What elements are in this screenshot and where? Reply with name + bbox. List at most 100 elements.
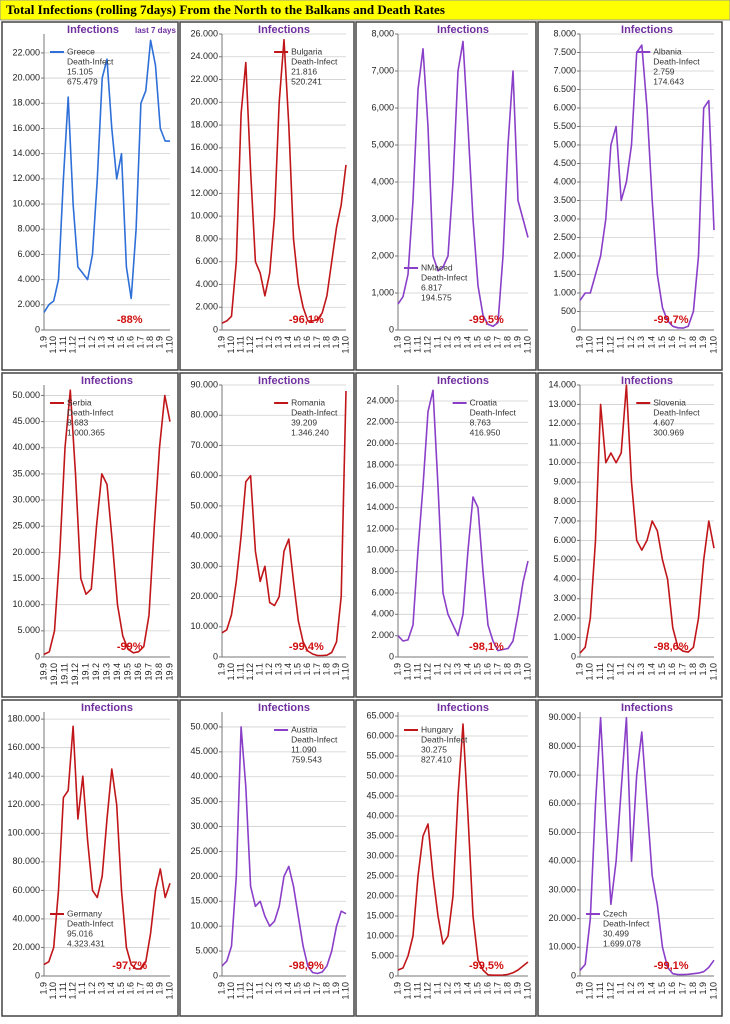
x-tick-label: 19.6	[133, 663, 143, 681]
x-tick-label: 1.5	[657, 982, 667, 995]
x-tick-label: 19.8	[154, 663, 164, 681]
panel	[179, 372, 355, 698]
death-rate: -88%	[117, 314, 143, 326]
x-tick-label: 1.7	[677, 336, 687, 349]
panel	[179, 21, 355, 371]
x-tick-label: 1.10	[708, 982, 718, 1000]
x-tick-label: 1.7	[135, 336, 145, 349]
y-tick-label: 35.000	[366, 830, 394, 840]
y-tick-label: 60.000	[548, 798, 576, 808]
panel	[537, 372, 723, 698]
legend-note: Death-Infect	[470, 407, 517, 417]
y-tick-label: 24.000	[366, 395, 394, 405]
x-tick-label: 1.11	[58, 982, 68, 999]
death-rate: -99,4%	[289, 641, 324, 653]
y-tick-label: 50.000	[190, 721, 218, 731]
legend-label: Slovenia	[653, 397, 686, 407]
y-tick-label: 13.000	[548, 399, 576, 409]
series-line	[43, 725, 171, 970]
y-tick-label: 14.000	[190, 165, 218, 175]
x-tick-label: 1.3	[97, 982, 107, 995]
legend-note: Death-Infect	[67, 56, 114, 66]
x-tick-label: 1.5	[293, 336, 303, 349]
x-tick-label: 1.8	[502, 982, 512, 995]
y-tick-label: 2.000	[553, 250, 576, 260]
x-tick-label: 1.2	[87, 982, 97, 995]
x-tick-label: 1.9	[38, 336, 48, 349]
y-tick-label: 180.000	[7, 714, 40, 724]
x-tick-label: 1.9	[331, 982, 341, 995]
x-tick-label: 1.2	[264, 982, 274, 995]
x-tick-label: 1.9	[331, 663, 341, 676]
series-line	[579, 44, 715, 329]
y-tick-label: 45.000	[190, 746, 218, 756]
x-tick-label: 1.12	[422, 336, 432, 354]
y-tick-label: 11.000	[549, 438, 576, 448]
y-tick-label: 0	[389, 324, 394, 334]
death-rate: -99,5%	[469, 960, 504, 972]
series-line	[397, 40, 529, 328]
x-tick-label: 1.2	[442, 663, 452, 676]
y-tick-label: 8.000	[553, 28, 576, 38]
x-tick-label: 1.4	[647, 982, 657, 995]
chart-title: Infections	[258, 375, 310, 387]
panel	[1, 21, 179, 371]
legend-label: Austria	[291, 724, 318, 734]
x-tick-label: 1.1	[255, 982, 265, 995]
x-tick-label: 1.8	[502, 663, 512, 676]
y-tick-label: 25.000	[190, 846, 218, 856]
chart-title: Infections	[437, 24, 489, 36]
legend-note: 675.479	[67, 76, 98, 86]
x-tick-label: 1.9	[155, 336, 165, 349]
x-tick-label: 1.7	[312, 982, 322, 995]
x-tick-label: 1.8	[321, 982, 331, 995]
legend-note: Death-Infect	[653, 407, 700, 417]
y-tick-label: 10.000	[366, 545, 394, 555]
y-tick-label: 45.000	[366, 790, 394, 800]
x-tick-label: 1.10	[340, 336, 350, 354]
y-tick-label: 0	[35, 970, 40, 980]
x-tick-label: 1.8	[145, 336, 155, 349]
chart-title: Infections	[437, 375, 489, 387]
y-tick-label: 4.000	[553, 176, 576, 186]
y-tick-label: 6.000	[553, 535, 576, 545]
x-tick-label: 1.3	[274, 982, 284, 995]
y-tick-label: 40.000	[366, 810, 394, 820]
y-tick-label: 3.000	[553, 213, 576, 223]
y-tick-label: 25.000	[366, 870, 394, 880]
x-tick-label: 1.9	[574, 663, 584, 676]
legend-note: 4.323.431	[67, 938, 105, 948]
legend-note: 174.643	[653, 76, 684, 86]
legend-note: 1.000.365	[67, 427, 105, 437]
x-tick-label: 1.4	[462, 982, 472, 995]
y-tick-label: 20.000	[190, 97, 218, 107]
y-tick-label: 40.000	[548, 856, 576, 866]
y-tick-label: 8.000	[371, 566, 394, 576]
x-tick-label: 19.10	[49, 663, 59, 686]
x-tick-label: 1.9	[698, 336, 708, 349]
x-tick-label: 1.3	[636, 336, 646, 349]
x-tick-label: 1.10	[48, 982, 58, 1000]
x-tick-label: 1.10	[402, 982, 412, 1000]
x-tick-label: 1.4	[106, 982, 116, 995]
y-tick-label: 40.000	[12, 442, 40, 452]
death-rate: -99%	[117, 641, 143, 653]
y-tick-label: 8.000	[195, 233, 218, 243]
x-tick-label: 1.3	[274, 663, 284, 676]
x-tick-label: 1.10	[340, 663, 350, 681]
x-tick-label: 1.1	[616, 982, 626, 995]
x-tick-label: 1.10	[522, 336, 532, 354]
x-tick-label: 1.2	[626, 336, 636, 349]
series-line	[221, 390, 347, 657]
chart-title: Infections	[621, 375, 673, 387]
legend-note: 30.275	[421, 744, 447, 754]
y-tick-label: 20.000	[548, 913, 576, 923]
y-tick-label: 2.000	[195, 302, 218, 312]
x-tick-label: 1.3	[452, 336, 462, 349]
panel	[1, 372, 179, 698]
y-tick-label: 30.000	[190, 821, 218, 831]
x-tick-label: 1.9	[216, 336, 226, 349]
x-tick-label: 1.11	[595, 982, 605, 999]
x-tick-label: 1.11	[412, 336, 422, 353]
